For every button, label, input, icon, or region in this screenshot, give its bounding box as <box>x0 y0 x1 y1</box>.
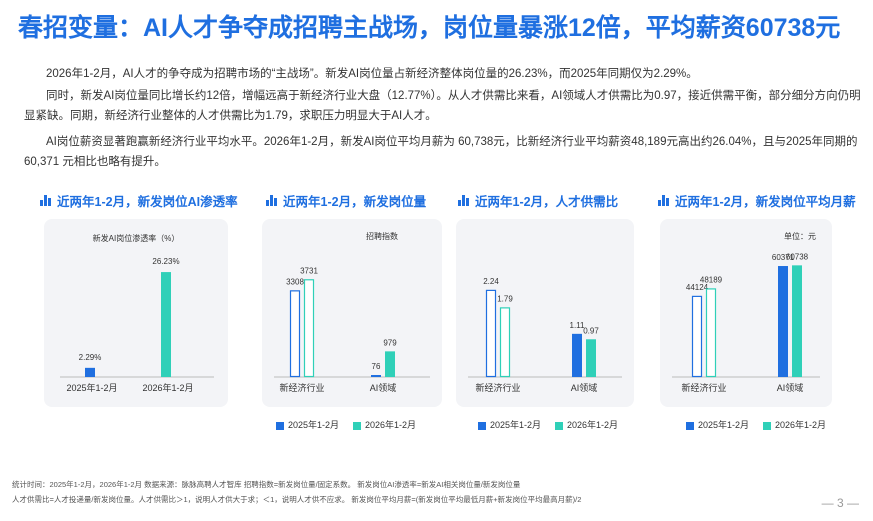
legend-item: 2025年1-2月 <box>276 418 339 431</box>
bar <box>778 266 788 377</box>
x-tick-label: AI领域 <box>370 382 397 393</box>
chart-4-panel: 单位：元 44124 48189 新经济行业 60371 60738 AI领域 <box>660 219 832 407</box>
data-label: 60738 <box>786 252 809 261</box>
data-label: 26.23% <box>152 257 179 266</box>
bar <box>499 307 511 378</box>
bar <box>792 265 802 377</box>
bar <box>705 288 717 378</box>
paragraph-3: AI岗位薪资显著跑赢新经济行业平均水平。2026年1-2月，新发AI岗位平均月薪… <box>24 136 858 168</box>
bar-chart-icon <box>458 195 469 206</box>
chart-2-title: 近两年1-2月，新发岗位量 <box>283 195 427 209</box>
paragraph-2: 同时，新发AI岗位量同比增长约12倍，增幅远高于新经济行业大盘（12.77%）。… <box>24 90 861 122</box>
x-tick-label: 新经济行业 <box>681 382 726 393</box>
chart-3-panel: 2.24 1.79 新经济行业 1.11 0.97 AI领域 <box>456 219 634 407</box>
page-title: 春招变量：AI人才争夺成招聘主战场，岗位量暴涨12倍，平均薪资60738元 <box>18 14 841 42</box>
data-label: 60371 <box>772 253 795 262</box>
chart-2-legend: 2025年1-2月 2026年1-2月 <box>276 418 416 431</box>
data-label: 979 <box>383 338 397 347</box>
data-label: 44124 <box>686 283 709 292</box>
x-tick-label: AI领域 <box>777 382 804 393</box>
chart-3-heading: 近两年1-2月，人才供需比 <box>458 191 618 210</box>
data-label: 1.79 <box>497 294 513 303</box>
legend-label: 2026年1-2月 <box>365 420 417 430</box>
data-label: 48189 <box>700 275 723 284</box>
chart-1-heading: 近两年1-2月，新发岗位AI渗透率 <box>40 191 238 210</box>
x-tick-label: 新经济行业 <box>475 382 520 393</box>
bar <box>691 295 703 378</box>
data-label: 2.29% <box>79 353 102 362</box>
bar <box>572 333 582 377</box>
footnote-1: 统计时间：2025年1-2月，2026年1-2月 数据来源：脉脉高聘人才智库 招… <box>12 480 521 489</box>
chart-1-note: 新发AI岗位渗透率（%） <box>93 233 180 243</box>
legend-item: 2026年1-2月 <box>353 418 416 431</box>
bar <box>161 272 171 377</box>
chart-note: 单位：元 <box>784 231 816 241</box>
paragraph-1: 2026年1-2月，AI人才的争夺成为招聘市场的“主战场”。新发AI岗位量占新经… <box>46 68 698 80</box>
legend-label: 2025年1-2月 <box>698 420 750 430</box>
data-label: 76 <box>372 362 381 371</box>
chart-2-panel: 招聘指数 3308 3731 新经济行业 76 979 AI领域 <box>262 219 442 407</box>
x-tick-label: 2025年1-2月 <box>66 382 117 393</box>
data-label: 2.24 <box>483 277 499 286</box>
chart-3-title: 近两年1-2月，人才供需比 <box>475 195 619 209</box>
bar-chart-icon <box>266 195 277 206</box>
data-label: 3308 <box>286 277 304 286</box>
footnote-2: 人才供需比=人才投递量/新发岗位量。人才供需比＞1，说明人才供大于求；＜1，说明… <box>12 495 582 504</box>
chart-4-legend: 2025年1-2月 2026年1-2月 <box>686 418 826 431</box>
page-number: — 3 — <box>821 496 859 510</box>
chart-4-title: 近两年1-2月，新发岗位平均月薪 <box>675 195 856 209</box>
bar <box>85 367 95 377</box>
bar <box>586 339 596 377</box>
legend-item: 2025年1-2月 <box>478 418 541 431</box>
legend-item: 2025年1-2月 <box>686 418 749 431</box>
chart-3-svg: 2.24 1.79 新经济行业 1.110.97 AI领域 <box>468 277 622 393</box>
legend-label: 2025年1-2月 <box>490 420 542 430</box>
legend-label: 2026年1-2月 <box>775 420 827 430</box>
bar <box>289 290 301 378</box>
bar <box>485 289 497 378</box>
chart-1-panel: 新发AI岗位渗透率（%） 2.29% 2025年1-2月 26.23% 2026年1-2… <box>44 219 228 407</box>
chart-note: 招聘指数 <box>366 231 398 241</box>
chart-1-title: 近两年1-2月，新发岗位AI渗透率 <box>57 195 238 209</box>
data-label: 1.11 <box>570 321 586 330</box>
legend-item: 2026年1-2月 <box>555 418 618 431</box>
bar <box>303 279 315 378</box>
chart-4-heading: 近两年1-2月，新发岗位平均月薪 <box>658 191 856 210</box>
legend-item: 2026年1-2月 <box>763 418 826 431</box>
legend-label: 2025年1-2月 <box>288 420 340 430</box>
bar <box>371 375 381 377</box>
chart-1-svg: 新发AI岗位渗透率（%） 2.29% 2025年1-2月 26.23% 2026年1-2… <box>60 233 214 393</box>
bar-chart-icon <box>40 195 51 206</box>
legend-label: 2026年1-2月 <box>567 420 619 430</box>
x-tick-label: AI领域 <box>571 382 598 393</box>
bar <box>385 351 395 377</box>
bar-chart-icon <box>658 195 669 206</box>
x-tick-label: 新经济行业 <box>279 382 324 393</box>
data-label: 0.97 <box>583 326 599 335</box>
chart-2-heading: 近两年1-2月，新发岗位量 <box>266 191 426 210</box>
chart-3-legend: 2025年1-2月 2026年1-2月 <box>478 418 618 431</box>
chart-2-svg: 招聘指数 3308 3731 新经济行业 76 979 AI领域 <box>274 231 430 393</box>
data-label: 3731 <box>300 266 318 275</box>
x-tick-label: 2026年1-2月 <box>142 382 193 393</box>
